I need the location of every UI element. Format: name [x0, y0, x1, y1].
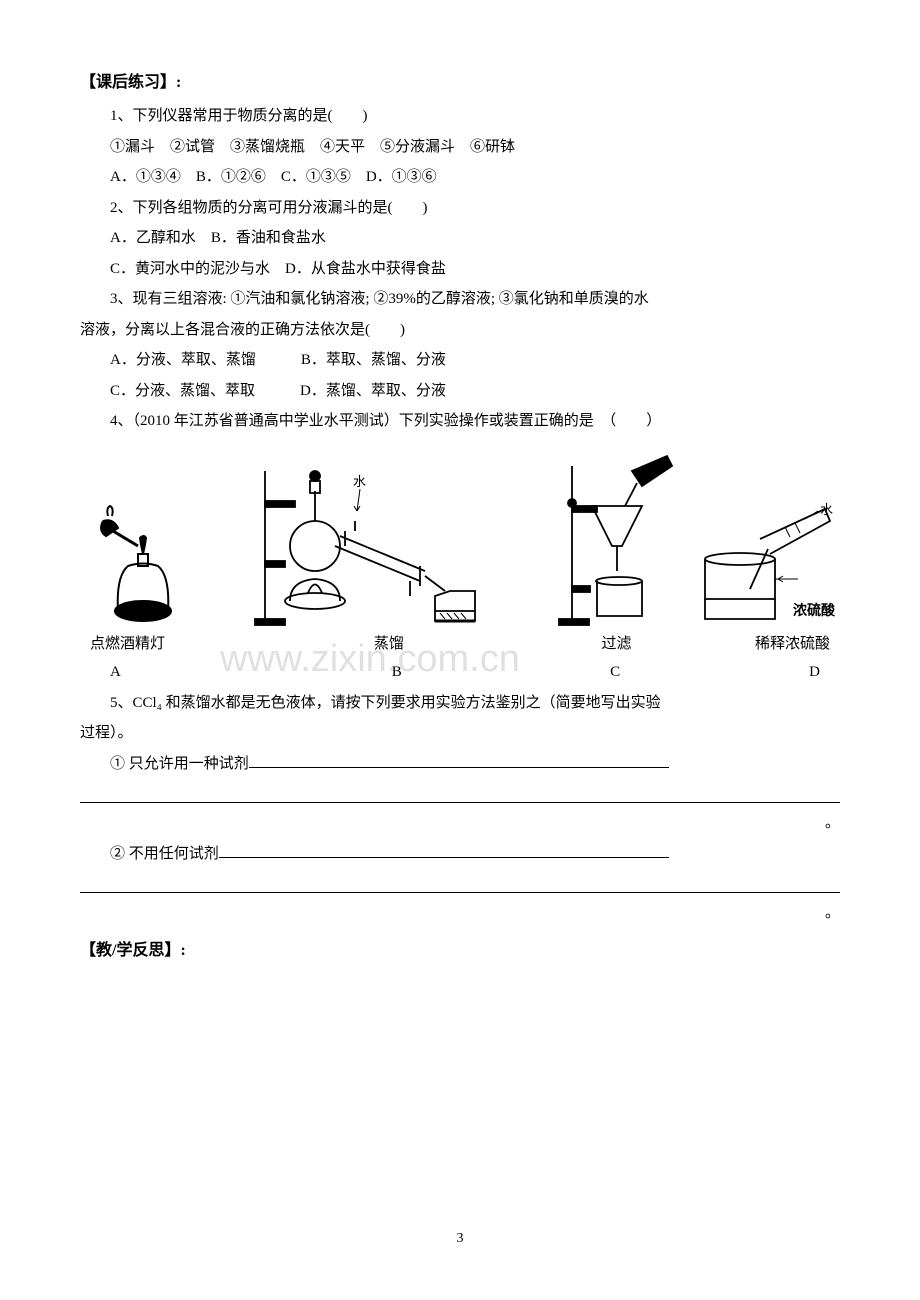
- period-1: 。: [80, 809, 840, 838]
- q5-stem-line2: 过程）。: [80, 719, 840, 748]
- q5-stem-line1: 5、CCl₄ 和蒸馏水都是无色液体，请按下列要求用实验方法鉴别之（简要地写出实验: [80, 689, 840, 718]
- q2-choice-ab: A．乙醇和水 B．香油和食盐水: [80, 224, 840, 253]
- caption-a: 点燃酒精灯: [80, 630, 232, 659]
- q4-diagram-row: 水: [80, 446, 840, 626]
- label-b: B: [247, 658, 547, 687]
- caption-d: 稀释浓硫酸: [688, 630, 840, 659]
- q5-part1: ① 只允许用一种试剂: [80, 750, 840, 779]
- section-exercises-title: 【课后练习】:: [80, 68, 840, 98]
- q3-choice-cd: C．分液、蒸馏、萃取 D．蒸馏、萃取、分液: [80, 377, 840, 406]
- distillation-icon: 水: [235, 451, 535, 626]
- q4-fig-d-label: 浓硫酸: [690, 599, 835, 626]
- q2-stem: 2、下列各组物质的分离可用分液漏斗的是( ): [80, 194, 840, 223]
- q1-items: ①漏斗 ②试管 ③蒸馏烧瓶 ④天平 ⑤分液漏斗 ⑥研钵: [80, 133, 840, 162]
- blank-line[interactable]: [219, 842, 669, 858]
- q1-stem: 1、下列仪器常用于物质分离的是( ): [80, 102, 840, 131]
- svg-text:水: 水: [353, 474, 366, 489]
- q2-choice-cd: C．黄河水中的泥沙与水 D．从食盐水中获得食盐: [80, 255, 840, 284]
- svg-text:水: 水: [820, 502, 833, 517]
- label-a: A: [80, 658, 247, 687]
- q4-fig-d: 水 浓硫酸: [690, 479, 840, 626]
- q5-part2: ② 不用任何试剂: [80, 840, 840, 869]
- period-2: 。: [80, 899, 840, 928]
- q3-stem-line1: 3、现有三组溶液: ①汽油和氯化钠溶液; ②39%的乙醇溶液; ③氯化钠和单质溴…: [80, 285, 840, 314]
- q3-stem-line2: 溶液，分离以上各混合液的正确方法依次是( ): [80, 316, 840, 345]
- section-reflection-title: 【教/学反思】:: [80, 936, 840, 966]
- q1-choices: A．①③④ B．①②⑥ C．①③⑤ D．①③⑥: [80, 163, 840, 192]
- page-number: 3: [80, 1226, 840, 1253]
- q3-choice-ab: A．分液、萃取、蒸馏 B．萃取、蒸馏、分液: [80, 346, 840, 375]
- q5-part2-label: ② 不用任何试剂: [110, 846, 219, 862]
- caption-b: 蒸馏: [232, 630, 545, 659]
- q4-labels: A B C D: [80, 658, 840, 687]
- blank-line-full-2[interactable]: [80, 874, 840, 893]
- q4-fig-a: [80, 476, 225, 626]
- q5-part1-label: ① 只允许用一种试剂: [110, 756, 249, 772]
- alcohol-lamp-icon: [98, 476, 208, 626]
- blank-line[interactable]: [249, 752, 669, 768]
- q4-fig-c: [545, 451, 690, 626]
- q4-fig-b: 水: [225, 451, 545, 626]
- filtration-icon: [547, 451, 687, 626]
- caption-c: 过滤: [545, 630, 687, 659]
- blank-line-full-1[interactable]: [80, 784, 840, 803]
- label-c: C: [547, 658, 684, 687]
- q4-stem: 4、（2010 年江苏省普通高中学业水平测试）下列实验操作或装置正确的是 （ ）: [80, 407, 840, 436]
- label-d: D: [683, 658, 840, 687]
- q4-captions: 点燃酒精灯 蒸馏 过滤 稀释浓硫酸: [80, 630, 840, 659]
